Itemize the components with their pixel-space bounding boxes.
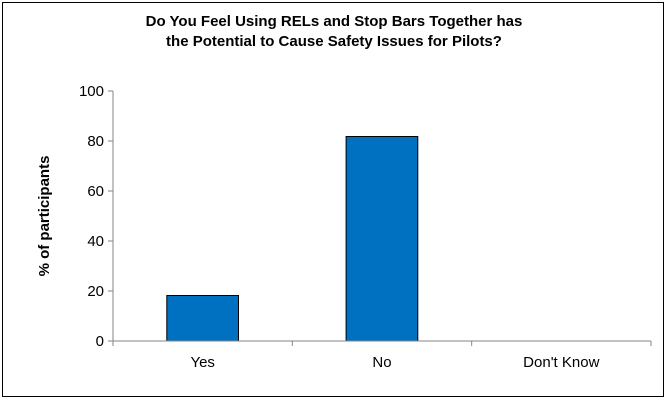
x-tick-label: Don't Know (523, 354, 599, 371)
chart-title-line-2: the Potential to Cause Safety Issues for… (166, 33, 502, 50)
y-tick-label: 80 (87, 133, 104, 150)
chart-title-line-1: Do You Feel Using RELs and Stop Bars Tog… (145, 13, 523, 30)
y-tick-label: 60 (87, 183, 104, 200)
bar-yes (166, 295, 239, 342)
y-tick-label: 0 (96, 333, 104, 350)
chart-title: Do You Feel Using RELs and Stop Bars Tog… (0, 12, 668, 52)
chart-frame (2, 2, 664, 397)
bar-no (345, 136, 419, 342)
y-tick-label: 100 (79, 83, 104, 100)
y-tick-label: 40 (87, 233, 104, 250)
x-tick-label: No (372, 354, 391, 371)
y-axis-label: % of participants (36, 156, 53, 277)
y-tick-label: 20 (87, 283, 104, 300)
x-tick-label: Yes (190, 354, 214, 371)
